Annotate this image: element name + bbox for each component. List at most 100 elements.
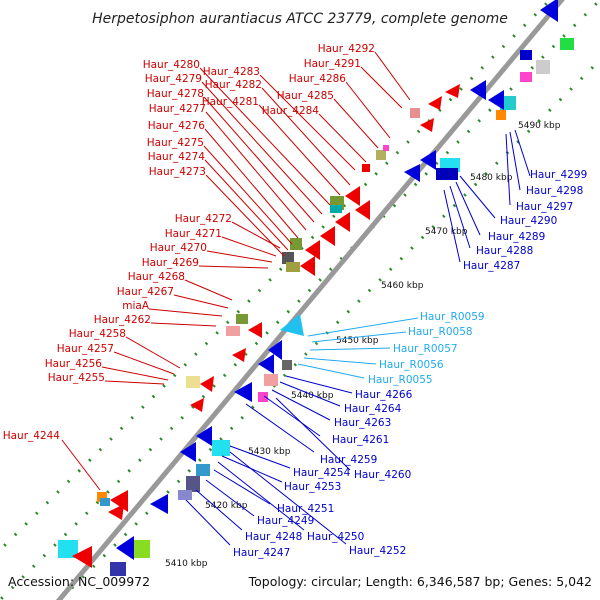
- feature-arrow: [470, 80, 486, 100]
- gene-label: Haur_4288: [476, 245, 533, 257]
- feature-box: [236, 314, 248, 324]
- gene-label: Haur_4267: [117, 286, 174, 298]
- gene-label: Haur_4274: [148, 151, 206, 163]
- feature-arrow: [258, 354, 274, 374]
- gene-label: Haur_4257: [57, 343, 114, 355]
- feature-box: [258, 392, 268, 402]
- gene-label: Haur_4292: [318, 43, 375, 55]
- gene-label: Haur_4291: [304, 58, 361, 70]
- gene-label: miaA: [122, 300, 150, 312]
- feature-box: [290, 238, 302, 250]
- feature-arrow: [232, 348, 246, 362]
- feature-box: [286, 262, 300, 272]
- gene-label: Haur_4272: [175, 213, 232, 225]
- feature-arrow: [445, 84, 460, 98]
- gene-label: Haur_4271: [165, 228, 222, 240]
- feature-box: [536, 60, 550, 74]
- far-dot-track: [0, 0, 553, 553]
- feature-arrow: [150, 494, 168, 514]
- gene-label: Haur_4299: [530, 169, 587, 181]
- gene-label: Haur_R0055: [368, 374, 433, 386]
- feature-box: [362, 164, 370, 172]
- features-left: [58, 84, 460, 568]
- feature-arrow: [488, 90, 504, 110]
- right-labels-top: Haur_4299 Haur_4298 Haur_4297 Haur_4290 …: [443, 129, 587, 272]
- gene-label: Haur_4260: [354, 469, 411, 481]
- feature-arrow: [72, 546, 92, 568]
- feature-box: [178, 490, 192, 500]
- right-labels-cyan: Haur_R0059 Haur_R0058 Haur_R0057 Haur_R0…: [297, 311, 485, 386]
- feature-arrow: [355, 200, 370, 220]
- feature-box: [58, 540, 78, 558]
- feature-box: [560, 38, 574, 50]
- gene-label: Haur_4259: [320, 454, 377, 466]
- feature-arrow: [300, 256, 315, 276]
- gene-label: Haur_4286: [289, 73, 347, 85]
- gene-label: Haur_4297: [516, 201, 573, 213]
- feature-box: [330, 205, 342, 213]
- feature-box: [264, 374, 278, 386]
- gene-label: Haur_4268: [128, 271, 185, 283]
- gene-label: Haur_R0059: [420, 311, 485, 323]
- feature-box: [100, 498, 110, 506]
- gene-label: Haur_4266: [355, 389, 413, 401]
- feature-box: [196, 464, 210, 476]
- feature-arrow: [180, 442, 196, 462]
- gene-label: Haur_4281: [202, 96, 259, 108]
- tick-labels: 5410 kbp 5420 kbp 5430 kbp 5440 kbp 5450…: [165, 121, 561, 569]
- map-title: Herpetosiphon aurantiacus ATCC 23779, co…: [92, 11, 508, 27]
- feature-arrow: [320, 226, 335, 246]
- gene-label: Haur_4258: [69, 328, 126, 340]
- gene-label: Haur_4280: [143, 59, 200, 71]
- tick-label: 5480 kbp: [470, 173, 513, 183]
- feature-arrow: [116, 536, 134, 560]
- gene-label: Haur_R0056: [379, 359, 444, 371]
- gene-label: Haur_4273: [149, 166, 206, 178]
- feature-box: [410, 108, 420, 118]
- left-labels: Haur_4292 Haur_4291 Haur_4286 Haur_4285 …: [3, 43, 411, 491]
- gene-label: Haur_4261: [332, 434, 389, 446]
- feature-box: [186, 476, 200, 492]
- gene-label: Haur_4284: [262, 105, 320, 117]
- gene-label: Haur_4283: [203, 66, 260, 78]
- gene-label: Haur_4255: [48, 372, 105, 384]
- gene-label: Haur_4264: [344, 403, 402, 415]
- feature-arrow: [335, 212, 350, 232]
- gene-label: Haur_4248: [245, 531, 302, 543]
- feature-arrow: [428, 96, 442, 110]
- gene-label: Haur_4285: [277, 90, 334, 102]
- feature-arrow: [196, 426, 212, 446]
- feature-arrow: [305, 240, 320, 260]
- gene-label: Haur_4256: [45, 358, 103, 370]
- gene-label: Haur_4298: [526, 185, 583, 197]
- gene-label: Haur_4270: [150, 242, 207, 254]
- feature-arrow: [280, 314, 304, 336]
- feature-box: [520, 50, 532, 60]
- gene-label: Haur_4250: [307, 531, 364, 543]
- tick-label: 5410 kbp: [165, 559, 208, 569]
- tick-label: 5440 kbp: [291, 391, 334, 401]
- features-right: [110, 0, 574, 576]
- tick-label: 5490 kbp: [518, 121, 561, 131]
- gene-label: Haur_4262: [94, 314, 151, 326]
- feature-box: [212, 440, 230, 456]
- gene-label: Haur_4244: [3, 430, 61, 442]
- feature-arrow: [248, 322, 262, 338]
- feature-box: [110, 562, 126, 576]
- gene-label: Haur_R0058: [408, 326, 473, 338]
- feature-box: [496, 110, 506, 120]
- gene-label: Haur_4249: [257, 515, 314, 527]
- tick-label: 5420 kbp: [205, 501, 248, 511]
- gene-label: Haur_4278: [147, 88, 204, 100]
- feature-arrow: [190, 398, 204, 412]
- tick-label: 5430 kbp: [248, 447, 291, 457]
- tick-label: 5470 kbp: [425, 227, 468, 237]
- gene-label: Haur_4276: [148, 120, 206, 132]
- gene-label: Haur_4287: [463, 260, 520, 272]
- feature-arrow: [420, 150, 436, 170]
- feature-arrow: [234, 382, 252, 402]
- feature-box: [186, 376, 200, 388]
